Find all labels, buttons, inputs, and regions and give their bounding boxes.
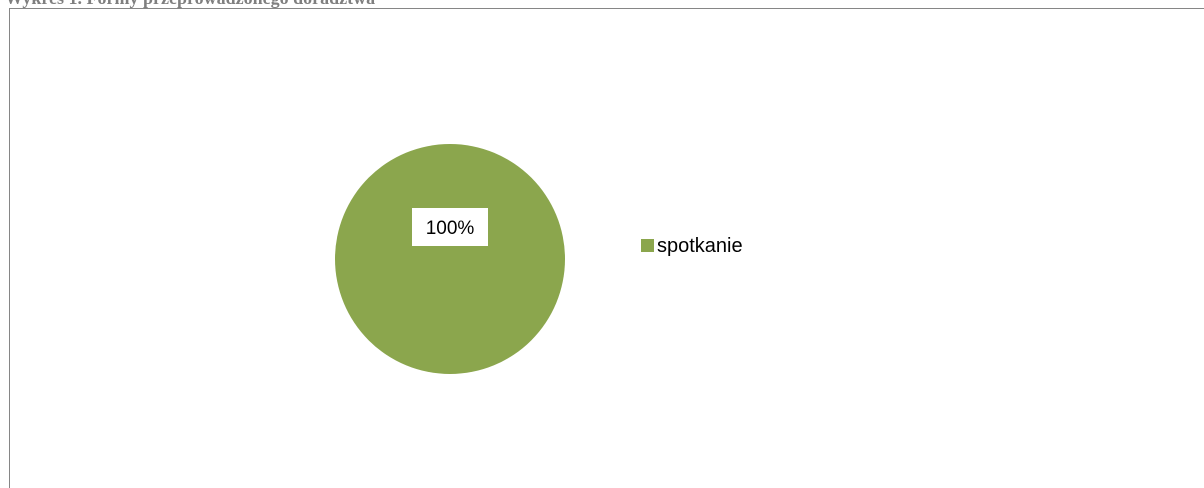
pie-slices [335, 144, 565, 374]
pie-slice-spotkanie [335, 144, 565, 374]
data-label-box [408, 204, 492, 250]
legend-label: spotkanie [657, 235, 743, 257]
legend: spotkanie [641, 235, 743, 257]
figure-caption: Wykres 1. Formy przeprowadzonego doradzt… [5, 0, 375, 8]
data-label: 100% [426, 218, 475, 239]
chart-frame [9, 8, 1204, 488]
data-labels: 100% [408, 204, 492, 250]
legend-swatch [641, 239, 654, 252]
